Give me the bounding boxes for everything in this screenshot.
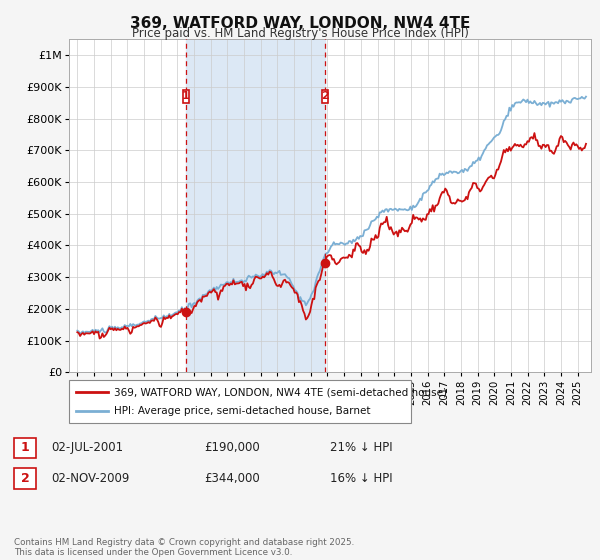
Text: 369, WATFORD WAY, LONDON, NW4 4TE (semi-detached house): 369, WATFORD WAY, LONDON, NW4 4TE (semi-… bbox=[114, 387, 447, 397]
Text: £190,000: £190,000 bbox=[204, 441, 260, 454]
Text: 2: 2 bbox=[21, 472, 29, 485]
FancyBboxPatch shape bbox=[183, 90, 188, 102]
Text: 16% ↓ HPI: 16% ↓ HPI bbox=[330, 472, 392, 485]
Bar bbox=[186, 39, 325, 372]
Text: 1: 1 bbox=[21, 441, 29, 454]
Text: 02-NOV-2009: 02-NOV-2009 bbox=[51, 472, 130, 485]
Text: HPI: Average price, semi-detached house, Barnet: HPI: Average price, semi-detached house,… bbox=[114, 406, 371, 416]
FancyBboxPatch shape bbox=[322, 90, 328, 102]
Text: 1: 1 bbox=[182, 91, 190, 101]
Text: Price paid vs. HM Land Registry's House Price Index (HPI): Price paid vs. HM Land Registry's House … bbox=[131, 27, 469, 40]
Text: 2: 2 bbox=[321, 91, 329, 101]
Text: 02-JUL-2001: 02-JUL-2001 bbox=[51, 441, 123, 454]
Text: 369, WATFORD WAY, LONDON, NW4 4TE: 369, WATFORD WAY, LONDON, NW4 4TE bbox=[130, 16, 470, 31]
Text: £344,000: £344,000 bbox=[204, 472, 260, 485]
Text: Contains HM Land Registry data © Crown copyright and database right 2025.
This d: Contains HM Land Registry data © Crown c… bbox=[14, 538, 355, 557]
Text: 21% ↓ HPI: 21% ↓ HPI bbox=[330, 441, 392, 454]
